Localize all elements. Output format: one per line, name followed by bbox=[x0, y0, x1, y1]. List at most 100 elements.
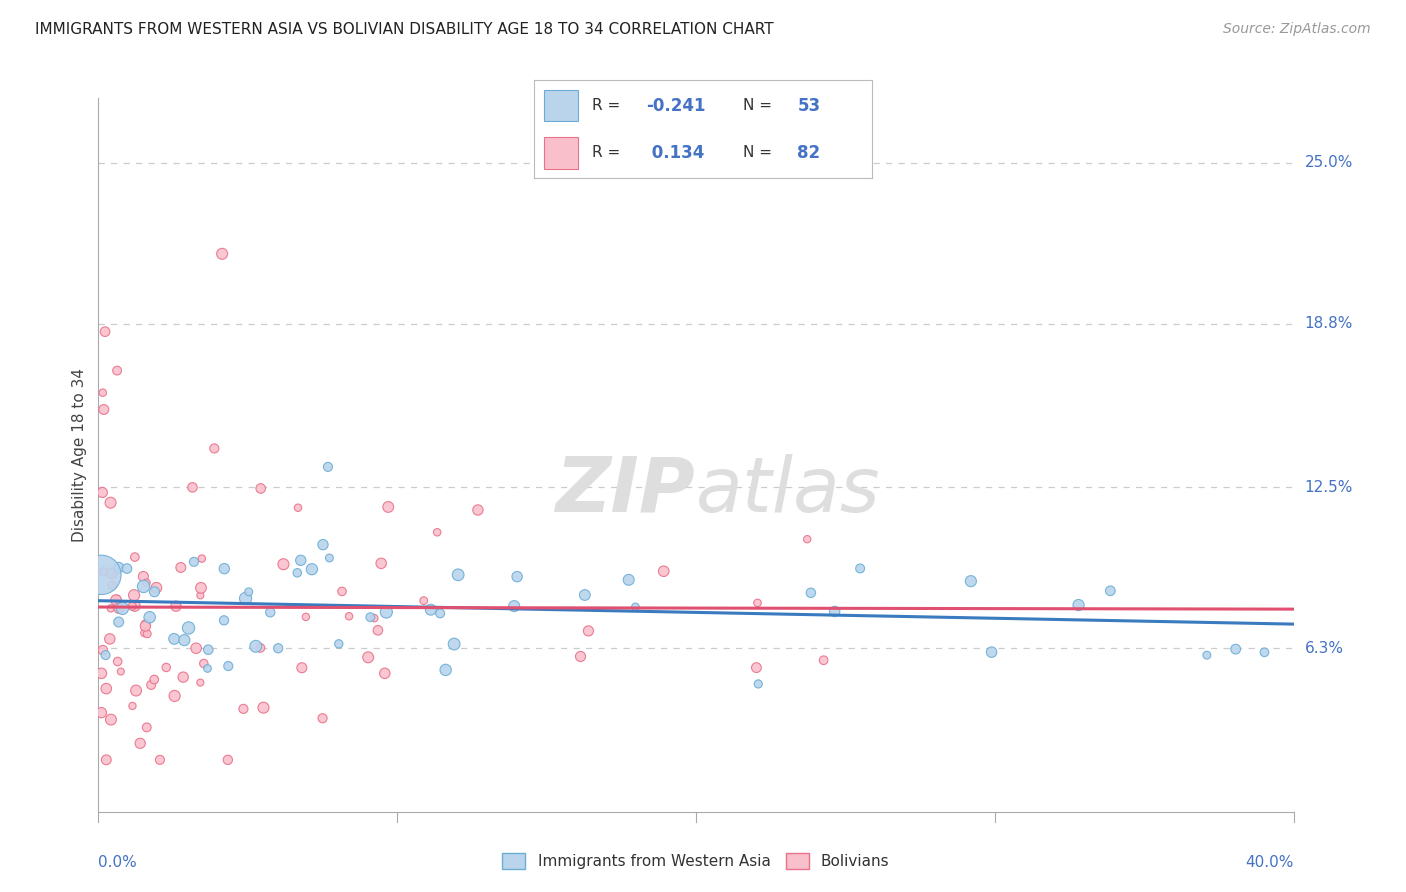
Text: 0.0%: 0.0% bbox=[98, 855, 138, 870]
Point bbox=[134, 619, 156, 633]
Point bbox=[163, 632, 186, 646]
Text: IMMIGRANTS FROM WESTERN ASIA VS BOLIVIAN DISABILITY AGE 18 TO 34 CORRELATION CHA: IMMIGRANTS FROM WESTERN ASIA VS BOLIVIAN… bbox=[35, 22, 773, 37]
Point bbox=[285, 566, 308, 580]
Point bbox=[849, 561, 872, 575]
Point bbox=[191, 551, 214, 566]
Point bbox=[91, 565, 114, 579]
Text: 40.0%: 40.0% bbox=[1246, 855, 1294, 870]
Point bbox=[574, 588, 596, 602]
Point bbox=[252, 700, 274, 714]
Text: Source: ZipAtlas.com: Source: ZipAtlas.com bbox=[1223, 22, 1371, 37]
Point bbox=[212, 613, 235, 627]
Text: atlas: atlas bbox=[696, 454, 880, 527]
Point bbox=[155, 660, 177, 674]
Point bbox=[291, 661, 314, 675]
Text: 25.0%: 25.0% bbox=[1305, 155, 1353, 170]
Point bbox=[447, 567, 470, 582]
Text: R =: R = bbox=[592, 145, 624, 161]
Point bbox=[367, 624, 389, 638]
Point bbox=[100, 496, 122, 510]
Point bbox=[259, 605, 281, 619]
Point bbox=[359, 610, 381, 624]
Point bbox=[121, 599, 143, 614]
Point bbox=[105, 591, 128, 606]
Legend: Immigrants from Western Asia, Bolivians: Immigrants from Western Asia, Bolivians bbox=[496, 847, 896, 875]
Point bbox=[330, 584, 353, 599]
Point bbox=[578, 624, 600, 638]
Point bbox=[232, 702, 254, 716]
Point bbox=[90, 567, 112, 582]
Point bbox=[181, 480, 204, 494]
Point bbox=[813, 653, 835, 667]
Point bbox=[235, 591, 257, 606]
Point bbox=[135, 575, 157, 590]
Point bbox=[135, 617, 157, 632]
FancyBboxPatch shape bbox=[544, 137, 578, 169]
Point bbox=[94, 648, 117, 662]
Point bbox=[426, 525, 449, 540]
Point bbox=[370, 557, 392, 571]
Point bbox=[110, 665, 132, 679]
Point bbox=[132, 569, 155, 583]
Point bbox=[363, 611, 385, 625]
Point bbox=[249, 482, 271, 496]
Text: 53: 53 bbox=[797, 97, 821, 115]
Point bbox=[90, 706, 112, 720]
Point bbox=[624, 599, 647, 614]
Text: 0.134: 0.134 bbox=[645, 144, 704, 161]
Point bbox=[267, 641, 290, 656]
Point bbox=[443, 637, 465, 651]
Point bbox=[287, 500, 309, 515]
Text: N =: N = bbox=[744, 145, 778, 161]
Point bbox=[91, 643, 114, 657]
Point bbox=[506, 569, 529, 583]
Point bbox=[429, 607, 451, 621]
Point bbox=[193, 657, 215, 671]
Point bbox=[318, 551, 340, 566]
Point bbox=[183, 555, 205, 569]
Point bbox=[188, 675, 211, 690]
Point bbox=[316, 459, 339, 474]
Point bbox=[747, 596, 769, 610]
Point bbox=[217, 753, 239, 767]
Point bbox=[135, 720, 157, 734]
Point bbox=[105, 593, 128, 607]
Point bbox=[617, 573, 640, 587]
Point bbox=[115, 561, 138, 575]
Point bbox=[98, 632, 121, 646]
Point bbox=[100, 713, 122, 727]
Point bbox=[328, 637, 350, 651]
Text: 18.8%: 18.8% bbox=[1305, 317, 1353, 331]
Point bbox=[91, 385, 114, 400]
Point bbox=[1099, 583, 1122, 598]
Point bbox=[800, 586, 823, 600]
Point bbox=[101, 578, 124, 592]
Point bbox=[214, 562, 236, 576]
Point bbox=[163, 689, 186, 703]
Point bbox=[129, 736, 152, 750]
Point bbox=[145, 581, 167, 595]
Point bbox=[190, 588, 212, 602]
Point bbox=[107, 615, 129, 629]
Point bbox=[467, 503, 489, 517]
Point bbox=[107, 655, 129, 669]
Point bbox=[124, 599, 146, 613]
Text: ZIP: ZIP bbox=[557, 454, 696, 527]
Point bbox=[165, 599, 187, 614]
Point bbox=[377, 500, 399, 514]
Point bbox=[747, 677, 769, 691]
Point bbox=[197, 661, 219, 675]
Point bbox=[93, 402, 115, 417]
Point bbox=[108, 601, 131, 615]
Y-axis label: Disability Age 18 to 34: Disability Age 18 to 34 bbox=[72, 368, 87, 542]
Point bbox=[173, 633, 195, 648]
FancyBboxPatch shape bbox=[544, 90, 578, 121]
Point bbox=[824, 604, 846, 618]
Point bbox=[211, 247, 233, 261]
Point bbox=[337, 609, 360, 624]
Point bbox=[290, 553, 312, 567]
Point bbox=[412, 593, 434, 607]
Point bbox=[249, 640, 271, 655]
Point bbox=[122, 588, 145, 602]
Point bbox=[503, 599, 526, 613]
